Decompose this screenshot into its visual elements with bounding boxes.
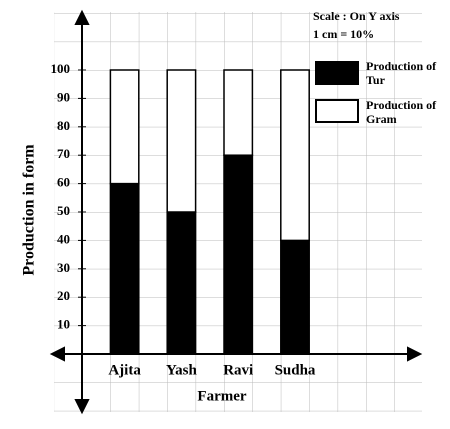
y-tick-label: 90 [57,89,70,104]
y-axis-label: Production in form [21,144,38,276]
y-tick-label: 20 [57,288,70,303]
y-tick-label: 30 [57,260,70,275]
bar-segment [166,69,197,213]
bar-segment [280,69,310,242]
annotation: 1 cm = 10% [313,27,375,41]
y-tick-label: 10 [57,317,70,332]
y-tick-label: 80 [57,118,70,133]
legend-label: Production of Tur [366,59,437,87]
y-tick-label: 70 [57,146,70,161]
bar-segment [109,69,140,185]
legend-label: Production of Gram [366,98,437,126]
bar-segment [109,182,140,355]
annotation: Scale : On Y axis [313,9,400,23]
x-tick-label: Sudha [275,362,316,378]
y-tick-label: 60 [57,175,70,190]
x-tick-label: Yash [166,362,198,378]
legend-swatch [315,99,359,123]
bar-segment [223,69,254,156]
bar-segment [166,211,197,355]
bar-segment [223,154,254,355]
x-tick-label: Ravi [223,362,253,378]
y-tick-label: 100 [51,61,71,76]
y-tick-label: 40 [57,231,70,246]
bar-segment [280,239,310,355]
x-tick-label: Ajita [108,362,141,378]
legend-swatch [315,61,359,85]
y-tick-label: 50 [57,203,70,218]
x-axis-label: Farmer [197,388,246,404]
